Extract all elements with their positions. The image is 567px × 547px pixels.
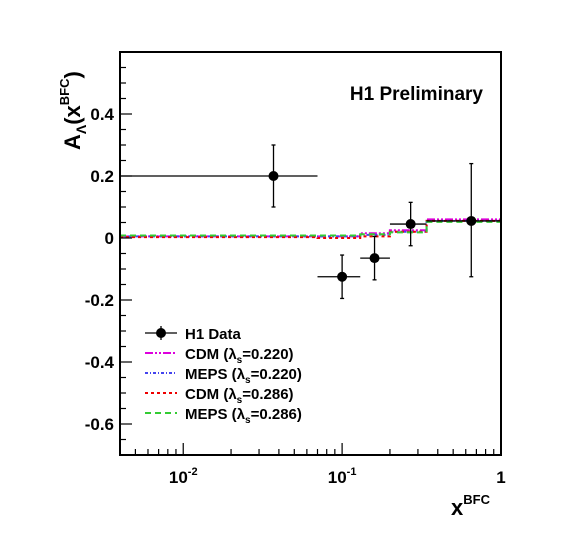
x-tick-label: 1 — [496, 468, 505, 487]
legend-series-label: MEPS (λs=0.220) — [185, 366, 302, 386]
y-axis-label: AΛ(xBFC) — [57, 71, 89, 150]
y-tick-label: 0.2 — [90, 167, 114, 186]
y-tick-label: 0 — [105, 229, 114, 248]
data-points-layer — [120, 144, 501, 300]
x-tick-label: 10-1 — [328, 466, 357, 487]
data-point — [405, 219, 416, 230]
x-axis-label: xBFC — [451, 492, 491, 520]
model-series-layer — [120, 218, 501, 239]
legend-series-label: MEPS (λs=0.286) — [185, 406, 302, 426]
y-tick-label: -0.4 — [85, 353, 115, 372]
data-point — [337, 271, 348, 282]
annotation-h1-preliminary: H1 Preliminary — [350, 84, 483, 105]
x-tick-label: 10-2 — [169, 466, 198, 487]
y-tick-label: -0.2 — [85, 291, 114, 310]
y-tick-label: -0.6 — [85, 415, 114, 434]
series-line-2 — [120, 219, 501, 238]
legend: H1 Data CDM (λs=0.220)MEPS (λs=0.220)CDM … — [145, 326, 302, 426]
plot-frame — [119, 51, 502, 456]
data-point — [466, 215, 477, 226]
legend-series-label: CDM (λs=0.220) — [185, 346, 294, 366]
axis-ticks-layer: 0.4 0.2 0 -0.2 -0.4 -0.6 10-2 10-1 1 — [85, 51, 506, 487]
data-point — [369, 253, 380, 264]
legend-series-label: CDM (λs=0.286) — [185, 386, 294, 406]
data-point — [268, 171, 279, 181]
y-tick-label: 0.4 — [90, 105, 114, 124]
legend-data-marker — [156, 328, 166, 338]
series-line-1 — [120, 218, 501, 238]
legend-data-label: H1 Data — [185, 326, 242, 343]
series-line-4 — [120, 220, 501, 237]
